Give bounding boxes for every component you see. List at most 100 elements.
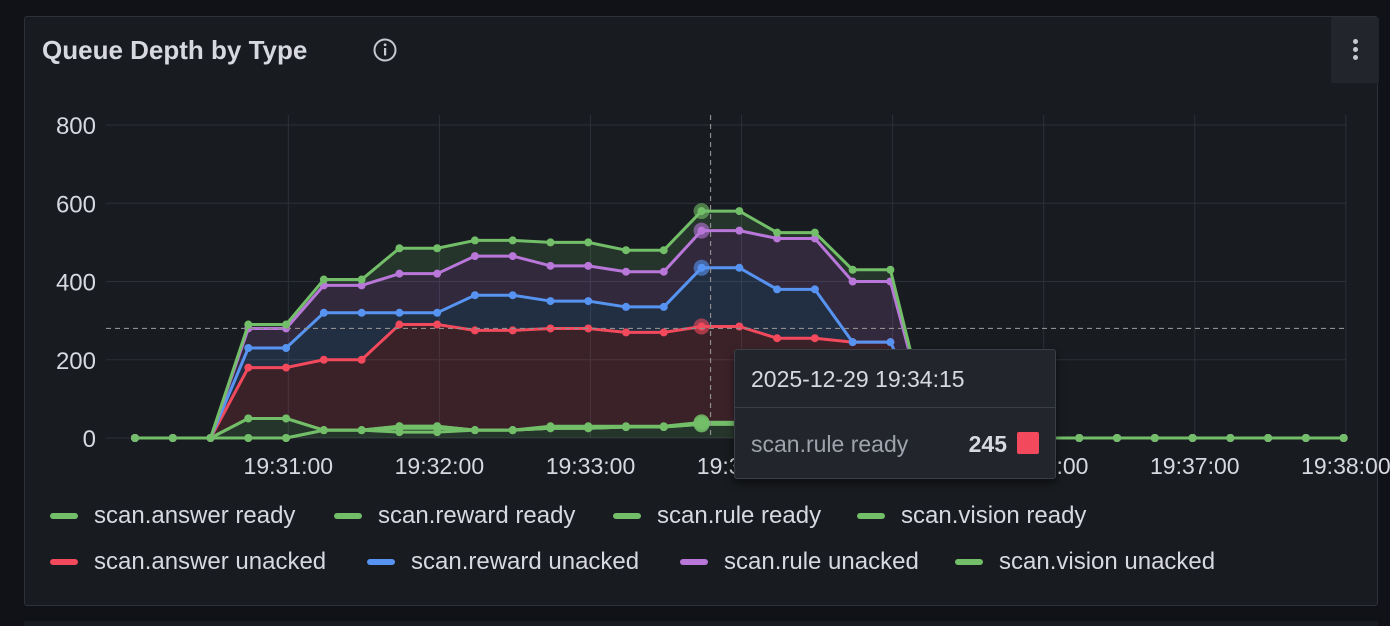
data-point [735,207,744,216]
data-point [1264,434,1273,442]
data-point [282,344,291,353]
legend-swatch [50,513,78,519]
legend-swatch [613,513,641,519]
x-tick-label: 19:31:00 [244,453,334,479]
y-tick-label: 400 [56,270,96,297]
legend-item[interactable]: scan.vision ready [857,502,1086,530]
data-point [395,244,404,253]
y-tick-label: 800 [56,113,96,140]
data-point [244,344,253,353]
data-point [1150,434,1159,442]
data-point [357,275,366,284]
data-point [244,363,253,372]
data-point [1339,434,1348,442]
legend-item[interactable]: scan.answer ready [50,502,295,530]
data-point [773,285,782,294]
data-point [508,252,517,261]
data-point [546,422,555,431]
data-point [886,265,895,274]
data-point [735,322,744,331]
data-point [584,422,593,431]
data-point [810,334,819,343]
data-point [508,291,517,300]
queue-depth-panel: Queue Depth by Type [24,16,1379,606]
legend-swatch [367,559,395,565]
data-point [470,426,479,435]
data-point [886,338,895,347]
data-point [1113,434,1122,442]
data-point [622,422,631,431]
data-point [433,269,442,278]
data-point [282,434,291,442]
hover-marker [693,414,710,431]
legend-item[interactable]: scan.reward ready [334,502,575,530]
data-point [357,355,366,364]
legend-item[interactable]: scan.vision unacked [955,548,1215,576]
data-point [357,281,366,290]
series-fill [135,230,1344,438]
data-point [319,275,328,284]
y-tick-label: 0 [83,426,96,453]
data-point [282,363,291,372]
hover-marker [693,318,710,335]
data-point [546,261,555,270]
hover-marker [693,203,710,220]
data-point [584,261,593,270]
ellipsis-dot [1353,55,1358,60]
x-tick-label: 19:37:00 [1150,453,1240,479]
x-tick-label: 19:33:00 [546,453,636,479]
data-point [622,246,631,255]
legend-item[interactable]: scan.rule unacked [680,548,919,576]
data-point [659,302,668,311]
legend-label: scan.rule unacked [724,548,919,575]
legend-item[interactable]: scan.reward unacked [367,548,639,576]
data-point [319,308,328,317]
legend-item[interactable]: scan.rule ready [613,502,821,530]
data-point [433,244,442,253]
legend-item[interactable]: scan.answer unacked [50,548,326,576]
data-point [810,285,819,294]
legend-swatch [680,559,708,565]
data-point [622,302,631,311]
data-point [357,308,366,317]
data-point [773,234,782,243]
next-panel-edge [24,621,1378,626]
data-point [433,308,442,317]
data-point [508,326,517,335]
data-point [1075,434,1084,442]
legend-label: scan.reward unacked [411,548,640,575]
data-point [470,291,479,300]
legend-swatch [50,559,78,565]
tooltip-series-name: scan.rule ready [751,431,909,457]
series-fill [135,211,1344,438]
ellipsis-dot [1353,47,1358,52]
data-point [584,324,593,333]
panel-menu-button[interactable] [1331,17,1379,83]
y-tick-label: 600 [56,191,96,218]
data-point [848,338,857,347]
x-tick-label: 19:32:00 [395,453,485,479]
data-point [168,434,177,442]
data-point [622,328,631,337]
info-circle-icon[interactable] [373,38,397,62]
data-point [584,297,593,306]
data-point [395,269,404,278]
data-point [470,252,479,261]
data-point [395,320,404,329]
data-point [244,434,253,442]
data-point [810,228,819,237]
data-point [357,426,366,435]
legend-swatch [857,513,885,519]
data-point [848,277,857,286]
data-point [433,320,442,329]
legend-label: scan.answer unacked [94,548,327,575]
data-point [848,265,857,274]
legend-label: scan.rule ready [657,502,822,529]
queue-depth-chart[interactable]: 0 200 400 600 800 19:31:00 19:32:00 19:33:00 19:… [0,0,1390,500]
tooltip-series-swatch [1017,432,1039,454]
hover-marker [693,222,710,239]
hover-marker [693,259,710,276]
y-tick-label: 200 [56,348,96,375]
tooltip-divider [735,407,1055,408]
data-point [244,414,253,423]
